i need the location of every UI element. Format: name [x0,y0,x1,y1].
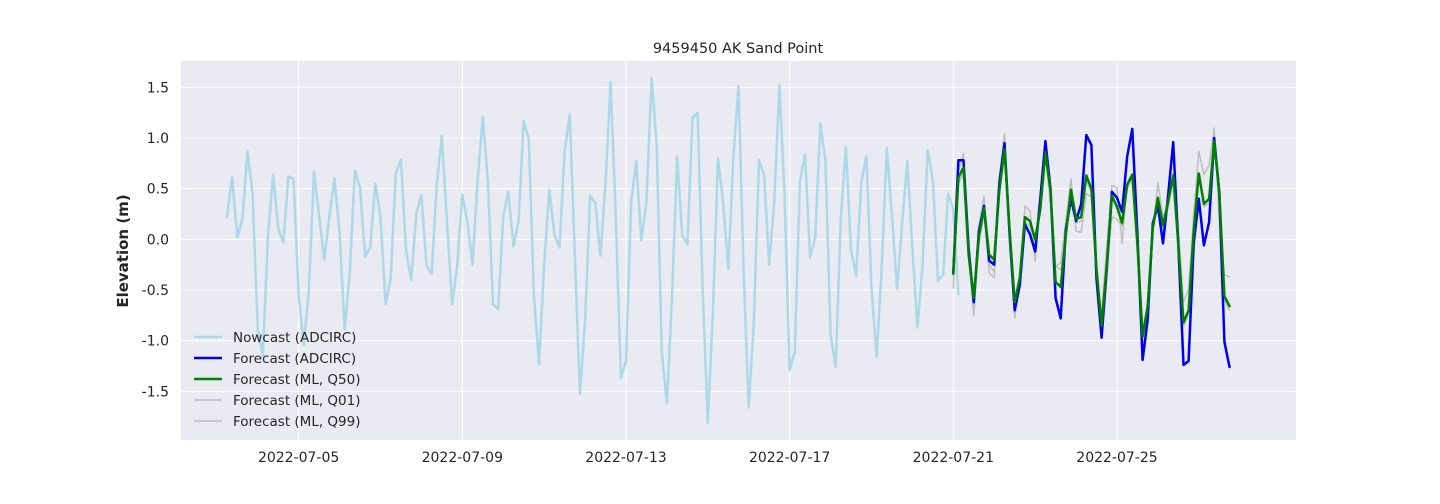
y-tick-label: -1.5 [142,384,169,400]
legend-label: Forecast (ML, Q01) [233,393,361,409]
x-tick-label: 2022-07-17 [749,450,830,466]
legend-label: Forecast (ML, Q99) [233,414,361,430]
x-tick-label: 2022-07-05 [258,450,339,466]
legend: Nowcast (ADCIRC) Forecast (ADCIRC) Forecas… [194,330,361,430]
y-axis-label: Elevation (m) [114,194,132,307]
y-tick-label: -1.0 [142,334,169,350]
axis-ticks: -1.5 -1.0 -0.5 0.0 0.5 1.0 1.5 2022-07-05 2022-0… [142,80,1158,466]
x-tick-label: 2022-07-25 [1076,450,1157,466]
y-tick-label: 0.0 [147,232,169,248]
y-tick-label: 1.5 [147,80,169,96]
grid-lines [181,61,1296,440]
series-line-0 [225,76,960,425]
chart-title: 9459450 AK Sand Point [653,41,824,57]
legend-label: Forecast (ADCIRC) [233,351,356,367]
y-tick-label: 1.0 [147,131,169,147]
legend-label: Forecast (ML, Q50) [233,372,361,388]
y-tick-label: 0.5 [147,182,169,198]
series-line-2 [952,139,1231,338]
x-tick-label: 2022-07-13 [585,450,666,466]
y-tick-label: -0.5 [142,283,169,299]
legend-label: Nowcast (ADCIRC) [233,330,356,346]
x-tick-label: 2022-07-21 [913,450,994,466]
x-tick-label: 2022-07-09 [422,450,503,466]
series-lines [225,76,1231,425]
